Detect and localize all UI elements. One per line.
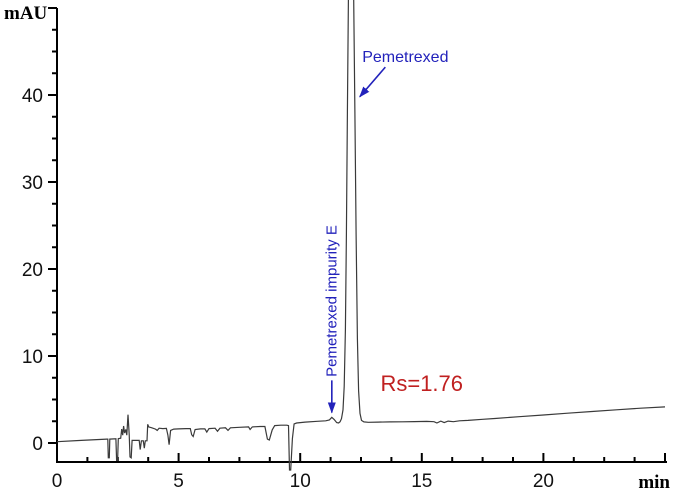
y-tick-label: 40 — [22, 86, 43, 107]
y-tick-label: 20 — [22, 260, 43, 281]
x-tick-label: 10 — [290, 471, 311, 492]
impurity-peak-label: Pemetrexed impurity E — [324, 225, 341, 377]
y-tick-label: 30 — [22, 173, 43, 194]
x-tick-label: 15 — [411, 471, 432, 492]
pemetrexed-label-arrow — [359, 66, 386, 98]
y-tick-label: 10 — [22, 347, 43, 368]
y-tick-label: 0 — [32, 434, 43, 455]
y-axis-unit-label: mAU — [4, 3, 48, 24]
chromatogram-trace-layer — [56, 0, 666, 471]
x-tick-label: 0 — [52, 471, 63, 492]
x-tick-label: 20 — [533, 471, 554, 492]
x-axis-unit-label: min — [638, 472, 670, 493]
chromatogram-trace — [56, 0, 666, 471]
annotations-layer: mAU min Pemetrexed Pemetrexed impurity E… — [4, 3, 670, 493]
x-tick-label: 5 — [173, 471, 184, 492]
axes: 0 10 20 30 40 0 5 10 15 20 — [22, 7, 667, 492]
resolution-value-label: Rs=1.76 — [380, 371, 463, 396]
pemetrexed-peak-label: Pemetrexed — [362, 49, 448, 66]
